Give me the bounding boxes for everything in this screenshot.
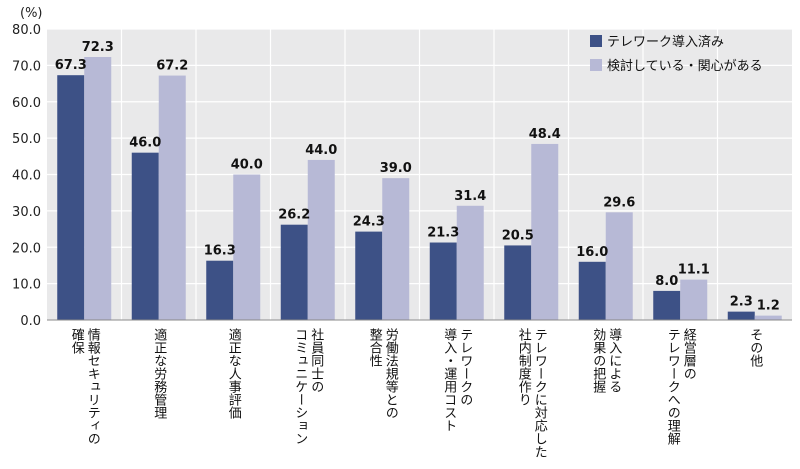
category-label: コミュニケーション — [292, 328, 307, 445]
y-tick-label: 60.0 — [12, 96, 41, 111]
bar-introduced — [280, 224, 308, 320]
bar-considering — [382, 178, 410, 320]
y-tick-label: 50.0 — [12, 132, 41, 147]
y-tick-label: 70.0 — [12, 59, 41, 74]
data-label: 11.1 — [678, 263, 710, 278]
data-label: 26.2 — [278, 208, 310, 223]
category-label: 情報セキュリティの — [85, 328, 101, 445]
legend-swatch — [590, 59, 602, 71]
category-label: 経営層の — [681, 328, 697, 380]
bar-considering — [233, 174, 261, 320]
data-label: 21.3 — [427, 226, 459, 241]
category-label: 適正な人事評価 — [226, 327, 242, 419]
bar-introduced — [57, 75, 85, 320]
category-label: テレワークへの理解 — [665, 328, 681, 446]
y-axis: (%) 0.0 10.0 20.0 30.0 40.0 50.0 60.0 70.0 80.0 — [12, 6, 42, 329]
data-label: 67.3 — [55, 58, 87, 73]
category-label: テレワークに対応した — [532, 328, 548, 458]
bar-introduced — [504, 245, 532, 320]
legend-swatch — [590, 35, 602, 47]
category-label: テレワークの — [457, 328, 472, 406]
y-tick-label: 30.0 — [12, 205, 41, 220]
data-label: 72.3 — [82, 40, 114, 55]
data-label: 16.3 — [204, 244, 236, 259]
category-label: 社内制度作り — [516, 327, 532, 406]
category-label: 導入による — [606, 328, 622, 393]
data-label: 2.3 — [730, 295, 753, 310]
y-tick-label: 20.0 — [12, 241, 41, 256]
bar-introduced — [131, 152, 159, 320]
bar-introduced — [206, 260, 234, 320]
bar-considering — [307, 159, 335, 320]
y-tick-label: 10.0 — [12, 278, 41, 293]
category-label: 適正な労務管理 — [151, 327, 167, 419]
bar-introduced — [355, 231, 383, 320]
data-label: 29.6 — [603, 195, 635, 210]
category-label: 社員同士の — [308, 327, 324, 393]
data-label: 16.0 — [576, 245, 608, 260]
bar-considering — [456, 205, 484, 320]
y-tick-label: 0.0 — [20, 314, 41, 329]
y-unit-label: (%) — [20, 6, 43, 21]
bar-introduced — [578, 261, 606, 320]
data-label: 46.0 — [129, 136, 161, 151]
bar-introduced — [653, 290, 681, 320]
category-label: 労働法規等との — [383, 328, 399, 419]
bar-considering — [158, 75, 186, 320]
legend-label: テレワーク導入済み — [607, 34, 724, 50]
data-labels: 67.3 46.0 16.3 26.2 24.3 21.3 20.5 16.0 8.0 2.3 72… — [55, 40, 780, 314]
bar-introduced — [727, 311, 755, 320]
y-tick-label: 80.0 — [12, 23, 41, 38]
data-label: 31.4 — [454, 189, 486, 204]
bar-considering — [605, 212, 633, 320]
category-label: 整合性 — [367, 328, 383, 367]
category-label: 確保 — [69, 327, 85, 354]
data-label: 20.5 — [502, 228, 534, 243]
data-label: 1.2 — [757, 299, 780, 314]
bar-introduced — [429, 242, 457, 320]
data-label: 8.0 — [655, 274, 678, 289]
data-label: 44.0 — [305, 143, 337, 158]
bar-considering — [531, 143, 559, 320]
bars — [57, 57, 782, 320]
legend-label: 検討している・関心がある — [607, 58, 763, 74]
y-tick-label: 40.0 — [12, 169, 41, 184]
bar-considering — [680, 279, 708, 320]
bar-considering — [84, 57, 112, 320]
bar-considering — [754, 315, 782, 320]
category-label: その他 — [747, 328, 763, 368]
category-label: 導入・運用コスト — [441, 328, 457, 432]
data-label: 67.2 — [156, 59, 188, 74]
data-label: 40.0 — [231, 158, 263, 173]
data-label: 24.3 — [353, 215, 385, 230]
category-label: 効果の把握 — [590, 328, 606, 394]
data-label: 39.0 — [380, 161, 412, 176]
data-label: 48.4 — [529, 127, 561, 142]
